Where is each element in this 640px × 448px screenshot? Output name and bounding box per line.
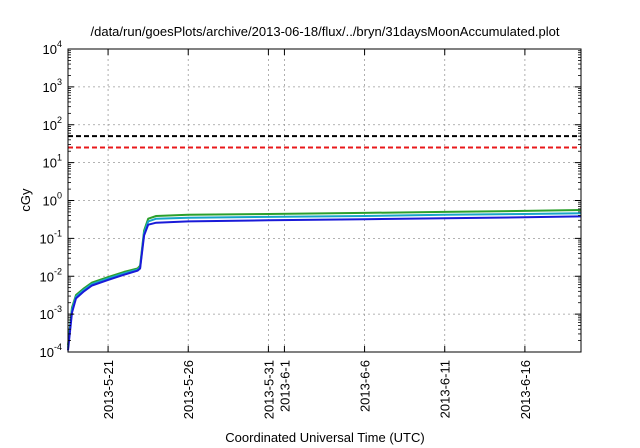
y-tick-label: 10-4 — [40, 342, 62, 360]
grid — [68, 49, 581, 352]
y-tick-label: 10-2 — [40, 266, 62, 284]
x-tick-labels: 2013-5-21 2013-5-26 2013-5-31 2013-6-1 2013-… — [101, 360, 533, 419]
series-line — [67, 215, 582, 351]
y-tick-label: 104 — [43, 39, 62, 57]
x-tick-label: 2013-5-21 — [101, 360, 116, 419]
x-tick-label: 2013-5-26 — [181, 360, 196, 419]
x-tick-label: 2013-6-1 — [277, 360, 292, 412]
y-axis-label: cGy — [18, 188, 33, 212]
y-tick-label: 102 — [43, 115, 62, 133]
x-tick-label: 2013-6-6 — [358, 360, 373, 412]
y-tick-label: 10-1 — [40, 228, 62, 246]
x-tick-label: 2013-5-31 — [261, 360, 276, 419]
y-tick-label: 101 — [43, 153, 62, 171]
x-axis-label: Coordinated Universal Time (UTC) — [225, 430, 424, 445]
x-tick-label: 2013-6-11 — [438, 360, 453, 418]
x-tick-label: 2013-6-16 — [518, 360, 533, 419]
y-tick-labels: 10-4 10-3 10-2 10-1 100 101 102 103 104 — [40, 39, 62, 360]
y-tick-label: 100 — [43, 191, 62, 209]
plot-area — [67, 48, 582, 353]
threshold-lines — [68, 135, 581, 149]
y-tick-label: 10-3 — [40, 304, 62, 322]
y-tick-label: 103 — [43, 77, 62, 95]
chart-title: /data/run/goesPlots/archive/2013-06-18/f… — [91, 24, 560, 39]
series-lines — [67, 209, 582, 351]
axis-ticks — [68, 48, 581, 353]
